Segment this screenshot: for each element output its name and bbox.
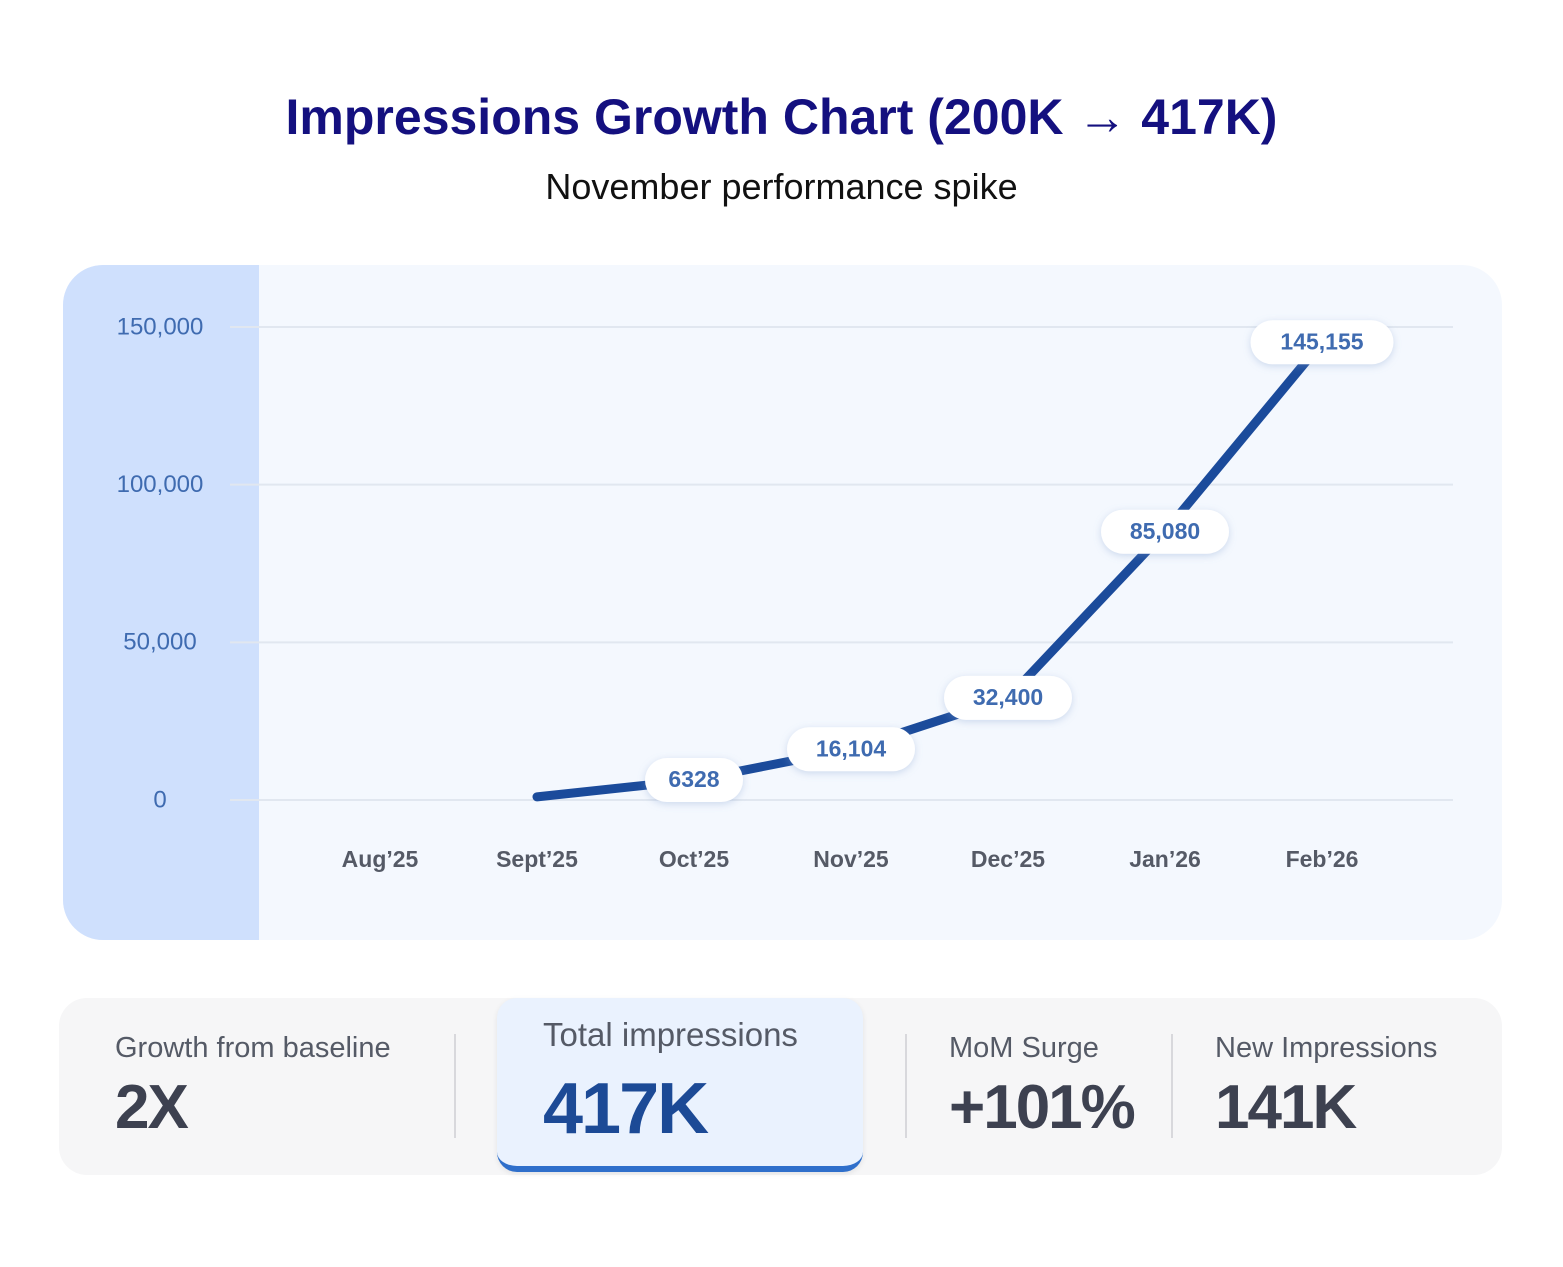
plot: 0 50,000 100,000 150,000 Aug’25 Sept’25 Oct’25… <box>117 313 1453 872</box>
kpi-label: Growth from baseline <box>115 1032 391 1064</box>
data-label: 32,400 <box>973 684 1043 710</box>
x-tick-label: Feb’26 <box>1286 846 1359 872</box>
kpi-label: New Impressions <box>1215 1032 1438 1064</box>
value-label: 85,080 <box>1101 509 1229 554</box>
label-pill <box>944 675 1072 720</box>
kpi: Growth from baseline 2X <box>59 998 439 1175</box>
x-tick-label: Jan’26 <box>1129 846 1201 872</box>
kpi: New Impressions 141K <box>1173 998 1493 1175</box>
y-tick-label: 50,000 <box>123 629 196 656</box>
chart-subtitle: November performance spike <box>545 166 1018 207</box>
kpi: Total impressions 417K <box>497 998 863 1172</box>
y-tick-label: 0 <box>153 786 166 813</box>
kpi-label: MoM Surge <box>949 1032 1099 1064</box>
kpi-value: 417K <box>543 1069 709 1149</box>
x-tick-label: Oct’25 <box>659 846 730 872</box>
kpi-panel: Growth from baseline 2X Total impressions 4… <box>59 998 1502 1175</box>
chart-card <box>63 265 1502 940</box>
chart: 0 50,000 100,000 150,000 Aug’25 Sept’25 Oct’25… <box>63 265 1502 940</box>
kpi-label: Total impressions <box>543 1016 798 1053</box>
y-tick-label: 150,000 <box>117 313 204 340</box>
kpi-value: 141K <box>1215 1073 1357 1142</box>
kpi-value: 2X <box>115 1073 189 1142</box>
x-tick-label: Sept’25 <box>496 846 578 872</box>
value-label: 6328 <box>645 758 743 803</box>
separator <box>905 1034 907 1138</box>
separator <box>454 1034 456 1138</box>
data-label: 16,104 <box>816 735 887 761</box>
separator <box>1171 1034 1173 1138</box>
x-tick-label: Nov’25 <box>813 846 889 872</box>
kpi: MoM Surge +101% <box>909 998 1169 1175</box>
data-label: 85,080 <box>1130 518 1200 544</box>
plot-bg <box>63 265 1502 940</box>
x-tick-label: Aug’25 <box>342 846 419 872</box>
label-pill <box>787 727 915 772</box>
chart-title: Impressions Growth Chart (200K → 417K) <box>285 89 1278 145</box>
label-pill <box>1101 509 1229 554</box>
label-pill <box>1250 320 1394 365</box>
value-label: 32,400 <box>944 675 1072 720</box>
kpi-value: +101% <box>949 1073 1136 1142</box>
value-label: 145,155 <box>1250 320 1394 365</box>
data-label: 6328 <box>668 766 719 792</box>
x-tick-label: Dec’25 <box>971 846 1045 872</box>
data-label: 145,155 <box>1280 328 1363 354</box>
y-tick-label: 100,000 <box>117 471 204 498</box>
value-label: 16,104 <box>787 727 915 772</box>
axis-band <box>63 265 259 940</box>
label-pill <box>645 758 743 803</box>
